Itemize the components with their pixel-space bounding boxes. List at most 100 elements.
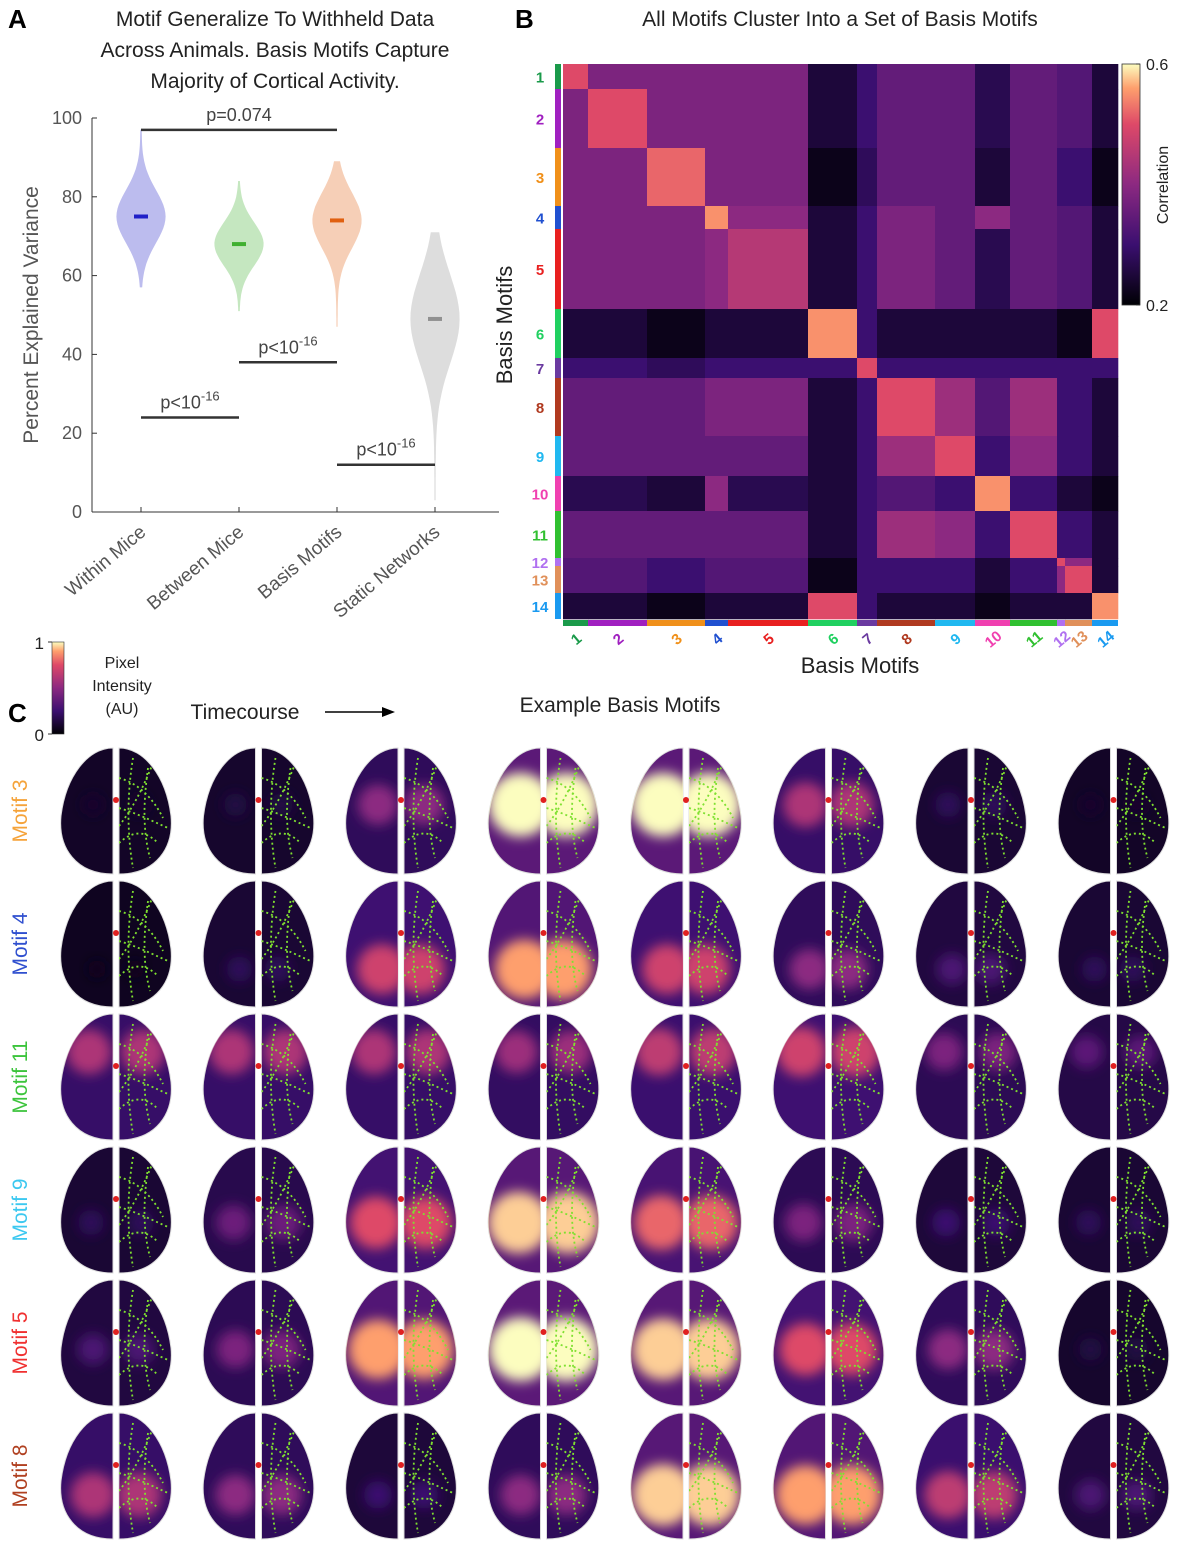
heatmap-cell xyxy=(728,64,808,89)
bregma-dot xyxy=(113,1329,119,1335)
heatmap-cell xyxy=(808,229,857,309)
brain-frame xyxy=(346,1413,457,1539)
heatmap-cell xyxy=(647,229,705,309)
brain-half xyxy=(1117,881,1169,1007)
activity-blob xyxy=(642,944,692,994)
heatmap-cell xyxy=(935,89,975,148)
heatmap-cell xyxy=(975,566,1010,593)
bregma-dot xyxy=(1111,1063,1117,1069)
heatmap-cell xyxy=(1057,358,1065,378)
heatmap-cell xyxy=(563,309,588,358)
heatmap-cell xyxy=(588,89,647,148)
heatmap-cell xyxy=(728,593,808,619)
significance-label: p<10-16 xyxy=(258,333,317,357)
heatmap-cell xyxy=(588,148,647,206)
activity-blob xyxy=(785,1204,823,1242)
timecourse-label: Timecourse xyxy=(191,701,300,724)
heatmap-cell xyxy=(808,566,857,593)
bregma-dot xyxy=(826,930,832,936)
row-label: Motif 9 xyxy=(9,1178,32,1241)
heatmap-cell xyxy=(563,229,588,309)
brain-frame xyxy=(916,1147,1027,1273)
y-tick-label: 13 xyxy=(532,573,549,590)
brain-half xyxy=(1058,881,1110,1007)
heatmap-cell xyxy=(1092,593,1118,619)
activity-blob xyxy=(689,1028,736,1075)
brain-half xyxy=(1117,1014,1169,1140)
violin-body xyxy=(116,130,165,288)
bregma-dot xyxy=(256,1196,262,1202)
heatmap-cell xyxy=(647,206,705,229)
colorbar-label: Pixel xyxy=(105,655,140,672)
x-tick-label: Between Mice xyxy=(143,522,248,615)
bregma-dot xyxy=(541,1329,547,1335)
heatmap-cell xyxy=(705,476,728,511)
heatmap-cell xyxy=(1065,566,1092,593)
heatmap-cell xyxy=(1065,309,1092,358)
activity-blob xyxy=(677,773,741,837)
bregma-dot xyxy=(826,1329,832,1335)
heatmap-cell xyxy=(808,64,857,89)
page: A B C Motif Generalize To Withheld DataA… xyxy=(0,0,1180,1543)
brain-half xyxy=(1117,1147,1169,1273)
cluster-strip xyxy=(1057,620,1065,626)
heatmap-cell xyxy=(705,566,728,593)
brain-frame xyxy=(631,1014,742,1140)
heatmap-cell xyxy=(857,593,877,619)
bregma-dot xyxy=(541,1063,547,1069)
heatmap-cell xyxy=(1092,436,1118,476)
chart-title: Motif Generalize To Withheld Data xyxy=(116,8,435,31)
section-title: Example Basis Motifs xyxy=(520,694,721,717)
brain-frame xyxy=(61,1413,172,1539)
heatmap-cell xyxy=(1092,378,1118,436)
brain-frame xyxy=(346,748,457,874)
heatmap-cell xyxy=(1065,358,1092,378)
heatmap-cell xyxy=(808,511,857,558)
heatmap-cell xyxy=(1057,148,1065,206)
activity-blob xyxy=(932,1209,960,1237)
heatmap-cell xyxy=(808,148,857,206)
heatmap-cell xyxy=(1057,229,1065,309)
brain-half xyxy=(119,1147,171,1273)
heatmap-cell xyxy=(935,593,975,619)
bregma-dot xyxy=(968,930,974,936)
y-tick-label: 3 xyxy=(536,170,544,187)
heatmap-cell xyxy=(563,89,588,148)
brain-frame xyxy=(488,1014,599,1140)
x-tick-label: 13 xyxy=(1068,628,1092,652)
heatmap-cell xyxy=(808,89,857,148)
heatmap-cell xyxy=(877,358,935,378)
heatmap-cell xyxy=(857,476,877,511)
brain-frame xyxy=(61,1014,172,1140)
bregma-dot xyxy=(683,797,689,803)
row-label: Motif 4 xyxy=(9,912,32,975)
bregma-dot xyxy=(398,1063,404,1069)
brain-frame xyxy=(1058,1413,1169,1539)
heatmap-cell xyxy=(563,64,588,89)
heatmap-cell xyxy=(1010,511,1057,558)
x-tick-label: 11 xyxy=(1023,628,1046,651)
cluster-strip xyxy=(647,620,705,626)
heatmap-cell xyxy=(857,148,877,206)
heatmap-cell xyxy=(877,64,935,89)
heatmap-cell xyxy=(1065,558,1092,566)
heatmap-cell xyxy=(647,558,705,566)
significance-label: p<10-16 xyxy=(160,388,219,412)
bregma-dot xyxy=(968,1462,974,1468)
bregma-dot xyxy=(826,797,832,803)
activity-blob xyxy=(216,1475,256,1515)
brain-frame xyxy=(1058,1280,1169,1406)
bregma-dot xyxy=(541,1462,547,1468)
cluster-strip xyxy=(555,476,561,511)
heatmap-cell xyxy=(1057,436,1065,476)
activity-blob xyxy=(404,785,444,825)
heatmap-cell xyxy=(647,378,705,436)
brain-half xyxy=(832,881,884,1007)
heatmap-cell xyxy=(808,378,857,436)
y-tick-label: 1 xyxy=(536,70,544,87)
bregma-dot xyxy=(256,930,262,936)
heatmap-cell xyxy=(1065,476,1092,511)
cluster-strip xyxy=(808,620,857,626)
bregma-dot xyxy=(826,1063,832,1069)
row-label: Motif 3 xyxy=(9,779,32,842)
